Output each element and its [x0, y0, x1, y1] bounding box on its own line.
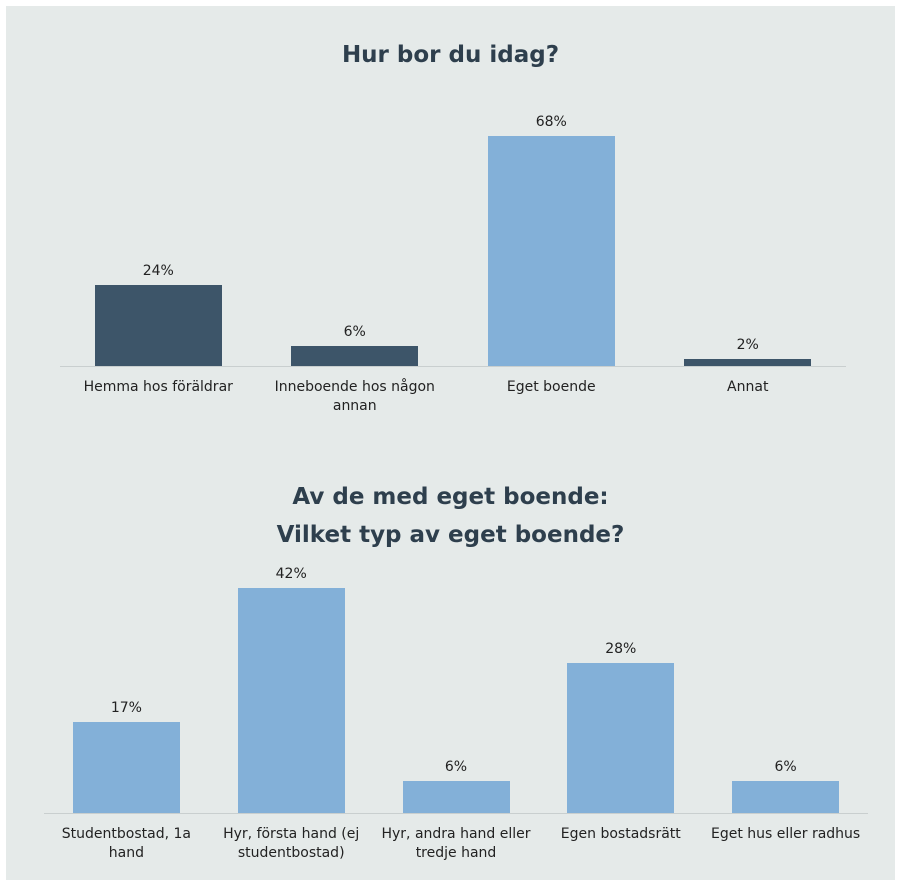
bar: [567, 663, 675, 813]
category-label: Hyr, första hand (ej studentbostad): [223, 826, 360, 861]
category-label: Eget hus eller radhus: [710, 826, 861, 842]
value-label: 17%: [110, 699, 142, 716]
category-label: Hemma hos föräldrar: [83, 379, 233, 395]
chart-title: Av de med eget boende: Vilket typ av ege…: [276, 484, 625, 548]
bar: [291, 345, 419, 366]
value-label: 42%: [275, 566, 307, 582]
bar: [402, 780, 510, 813]
value-label: 6%: [444, 758, 468, 775]
value-label: 2%: [736, 337, 759, 354]
value-label: 24%: [142, 262, 174, 279]
value-label: 6%: [343, 323, 366, 340]
chart-title: Hur bor du idag?: [341, 42, 560, 68]
value-label: 28%: [605, 641, 637, 657]
category-label: Annat: [727, 379, 769, 395]
category-label: Hyr, andra hand eller tredje hand: [381, 826, 531, 861]
category-label: Eget boende: [506, 379, 596, 395]
value-label: 6%: [774, 758, 797, 775]
category-label: Inneboende hos någon annan: [274, 379, 435, 414]
bar: [237, 588, 345, 813]
bar: [684, 359, 812, 366]
bar: [94, 284, 222, 366]
value-label: 68%: [535, 114, 567, 130]
baseline: [60, 366, 846, 367]
page: Hur bor du idag? 24% Hemma hos föräldrar 6%…: [6, 6, 895, 880]
baseline: [44, 813, 868, 814]
category-label: Egen bostadsrätt: [560, 826, 681, 842]
bar: [732, 780, 840, 813]
bar: [487, 136, 615, 366]
bar: [72, 721, 180, 813]
category-label: Studentbostad, 1a hand: [61, 826, 191, 861]
